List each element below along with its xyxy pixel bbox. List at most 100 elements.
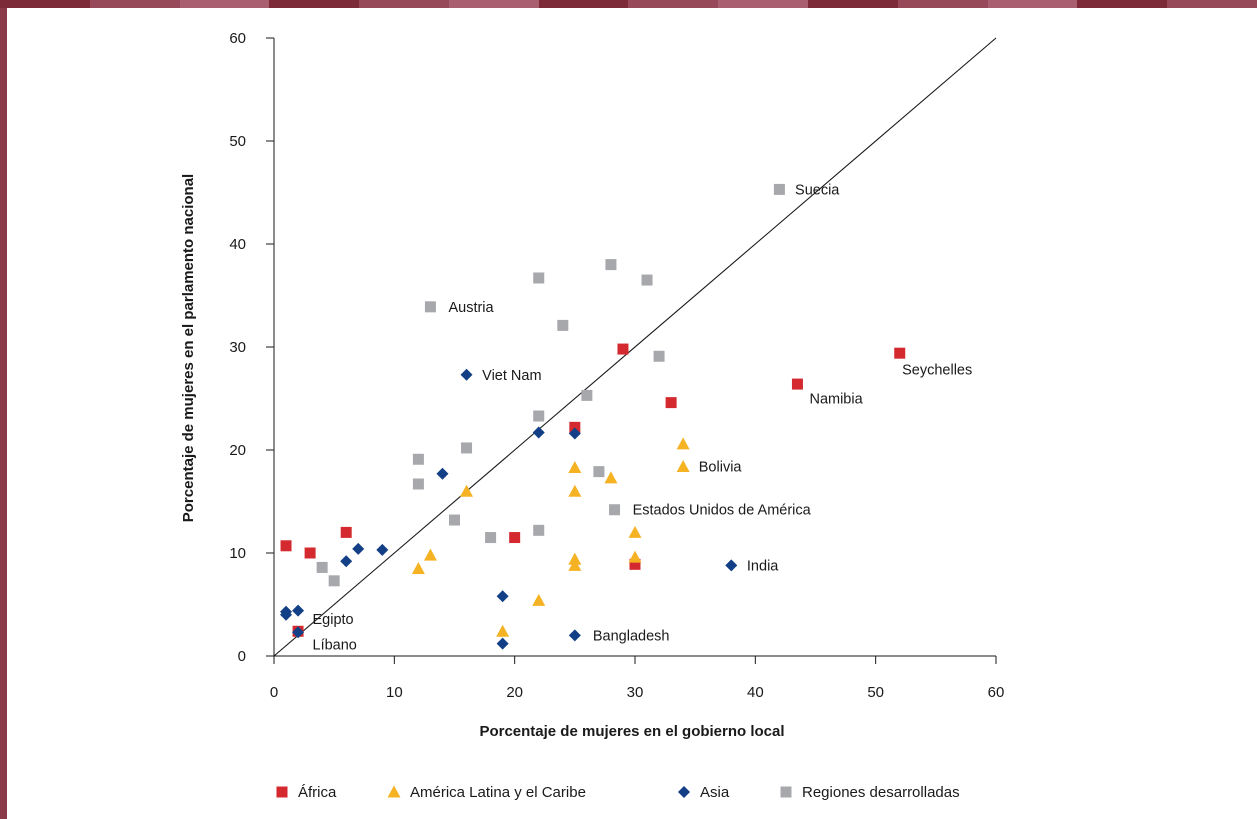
point-asia xyxy=(568,427,581,440)
point-africa xyxy=(665,397,677,409)
point-america-latina-y-el-caribe xyxy=(460,484,474,497)
point-regiones-desarrolladas xyxy=(605,259,617,271)
y-tick-label: 0 xyxy=(238,648,246,665)
legend-label-asia: Asia xyxy=(700,784,730,801)
point-asia xyxy=(568,629,581,642)
annotation-label: Estados Unidos de América xyxy=(633,503,812,519)
decorative-left-border xyxy=(0,8,7,819)
point-asia xyxy=(292,626,305,639)
point-asia xyxy=(725,559,738,572)
axes: 0 10 20 30 40 50 60 0 10 20 30 40 50 60 xyxy=(229,30,1004,701)
y-tick-label: 60 xyxy=(229,30,246,47)
point-africa xyxy=(894,347,906,359)
decorative-top-bar xyxy=(0,0,1257,8)
point-america-latina-y-el-caribe xyxy=(496,624,510,637)
annotation-label: Namibia xyxy=(809,392,863,408)
point-regiones-desarrolladas xyxy=(328,575,340,587)
top-bar-segment xyxy=(1167,0,1257,8)
legend-label-regiones-desarrolladas: Regiones desarrolladas xyxy=(802,784,960,801)
annotation-label: Bolivia xyxy=(699,459,743,475)
point-america-latina-y-el-caribe xyxy=(676,437,690,450)
point-america-latina-y-el-caribe xyxy=(604,471,618,484)
legend-label-america-latina-y-el-caribe: América Latina y el Caribe xyxy=(410,784,586,801)
point-america-latina-y-el-caribe xyxy=(568,484,582,497)
point-regiones-desarrolladas xyxy=(412,478,424,490)
annotation-label: Egipto xyxy=(313,612,354,628)
point-africa xyxy=(569,421,581,433)
point-america-latina-y-el-caribe xyxy=(676,459,690,473)
top-bar-segment xyxy=(359,0,449,8)
point-regiones-desarrolladas xyxy=(581,389,593,401)
point-asia xyxy=(376,543,389,556)
point-america-latina-y-el-caribe xyxy=(532,593,546,606)
point-africa xyxy=(791,378,803,390)
top-bar-segment xyxy=(808,0,898,8)
point-asia xyxy=(280,608,293,621)
legend-label-africa: África xyxy=(298,784,337,801)
top-bar-segment xyxy=(179,0,270,8)
point-regiones-desarrolladas xyxy=(485,532,497,544)
x-tick-label: 30 xyxy=(627,684,644,701)
reference-line xyxy=(273,37,997,657)
top-bar-segment xyxy=(538,0,629,8)
point-asia xyxy=(436,467,449,480)
point-africa xyxy=(340,526,352,538)
point-africa xyxy=(509,532,521,544)
data-points xyxy=(280,183,906,650)
annotation-label: Bangladesh xyxy=(593,628,670,644)
annotation-label: Líbano xyxy=(313,638,357,654)
annotation-label: Suecia xyxy=(795,182,840,198)
y-tick-label: 10 xyxy=(229,545,246,562)
top-bar-segment xyxy=(897,0,988,8)
x-tick-label: 40 xyxy=(747,684,764,701)
point-america-latina-y-el-caribe xyxy=(411,561,425,574)
y-tick-label: 20 xyxy=(229,442,246,459)
legend-marker-america-latina-y-el-caribe xyxy=(387,785,401,798)
point-regiones-desarrolladas xyxy=(533,272,545,284)
y-tick-label: 50 xyxy=(229,133,246,150)
x-tick-label: 0 xyxy=(270,684,278,701)
point-regiones-desarrolladas xyxy=(533,410,545,422)
x-tick-label: 50 xyxy=(867,684,884,701)
top-bar-segment xyxy=(987,0,1078,8)
point-africa xyxy=(304,547,316,559)
x-tick-label: 10 xyxy=(386,684,403,701)
point-regiones-desarrolladas xyxy=(533,524,545,536)
legend: África América Latina y el Caribe Asia Regi… xyxy=(276,784,960,801)
point-regiones-desarrolladas xyxy=(641,274,653,286)
point-regiones-desarrolladas xyxy=(461,442,473,454)
point-regiones-desarrolladas xyxy=(609,504,621,516)
annotation-label: Seychelles xyxy=(902,363,972,379)
point-america-latina-y-el-caribe xyxy=(628,550,642,563)
legend-marker-regiones-desarrolladas xyxy=(780,786,792,798)
reference-line-group xyxy=(273,37,997,657)
top-bar-segment xyxy=(0,0,90,8)
point-asia xyxy=(532,426,545,439)
top-bar-segment xyxy=(628,0,719,8)
point-america-latina-y-el-caribe xyxy=(568,558,582,571)
annotations: Suecia Austria Viet Nam Seychelles Namibia Bo… xyxy=(313,182,973,653)
point-regiones-desarrolladas xyxy=(316,561,328,573)
top-bar-segment xyxy=(89,0,180,8)
point-regiones-desarrolladas xyxy=(653,350,665,362)
top-bar-segment xyxy=(1077,0,1168,8)
point-america-latina-y-el-caribe xyxy=(628,525,642,538)
annotation-label: India xyxy=(747,558,779,574)
point-asia xyxy=(352,542,365,555)
point-america-latina-y-el-caribe xyxy=(568,461,582,474)
point-america-latina-y-el-caribe xyxy=(423,548,437,561)
annotation-label: Austria xyxy=(448,300,494,316)
point-regiones-desarrolladas xyxy=(412,453,424,465)
point-regiones-desarrolladas xyxy=(773,183,785,195)
point-africa xyxy=(280,540,292,552)
point-regiones-desarrolladas xyxy=(424,301,436,313)
point-asia xyxy=(292,604,305,617)
point-asia xyxy=(496,590,509,603)
y-tick-label: 30 xyxy=(229,339,246,356)
x-axis-title: Porcentaje de mujeres en el gobierno loc… xyxy=(479,723,784,740)
point-asia xyxy=(340,555,353,568)
point-asia xyxy=(460,368,473,381)
point-america-latina-y-el-caribe xyxy=(568,552,582,565)
point-regiones-desarrolladas xyxy=(557,319,569,331)
